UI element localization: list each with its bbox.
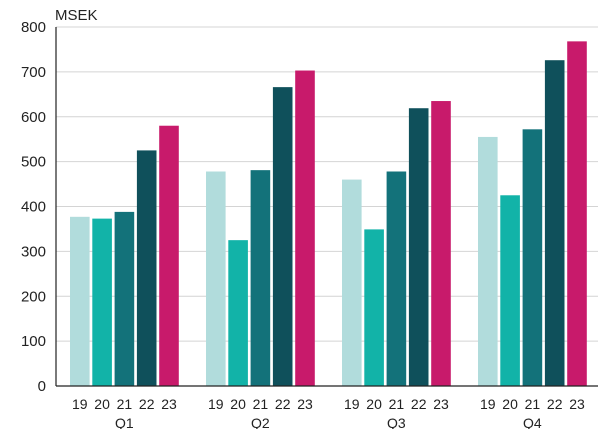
bar-q1-20: [92, 218, 112, 386]
x-tick-quarter-label: Q4: [523, 415, 542, 429]
bar-q2-20: [228, 240, 248, 386]
x-tick-year-label: 23: [297, 396, 313, 412]
x-tick-year-label: 23: [161, 396, 177, 412]
x-tick-year-label: 22: [139, 396, 155, 412]
bar-q4-19: [478, 136, 498, 386]
x-tick-quarter-label: Q1: [115, 415, 134, 429]
y-axis-ticks: 0 100 200 300 400 500 600 700 800: [21, 19, 46, 395]
x-tick-year-label: 19: [208, 396, 224, 412]
bars: [70, 41, 587, 387]
x-tick-year-label: 19: [480, 396, 496, 412]
bar-q2-19: [206, 171, 226, 386]
x-tick-year-label: 21: [389, 396, 405, 412]
bar-q1-21: [114, 211, 135, 386]
x-tick-year-label: 23: [433, 396, 449, 412]
bar-q3-20: [364, 229, 384, 386]
y-tick-label: 200: [21, 288, 46, 305]
x-tick-year-label: 20: [94, 396, 110, 412]
bar-q4-22: [544, 60, 565, 387]
x-tick-year-label: 22: [411, 396, 427, 412]
bar-q4-21: [522, 129, 543, 386]
y-tick-label: 0: [38, 378, 46, 395]
x-tick-year-label: 19: [72, 396, 88, 412]
bar-q2-23: [295, 70, 315, 386]
x-tick-year-label: 20: [502, 396, 518, 412]
y-tick-label: 400: [21, 199, 46, 216]
bar-q1-19: [70, 216, 90, 386]
bar-q3-23: [431, 101, 451, 386]
bar-q3-22: [408, 108, 429, 386]
bar-q2-22: [272, 87, 293, 386]
y-tick-label: 100: [21, 333, 46, 350]
bar-q4-23: [567, 41, 587, 387]
x-tick-quarter-label: Q2: [251, 415, 270, 429]
bar-q3-21: [386, 171, 407, 386]
x-tick-quarter-label: Q3: [387, 415, 406, 429]
x-tick-year-label: 19: [344, 396, 360, 412]
y-tick-label: 600: [21, 109, 46, 126]
bar-q1-22: [136, 150, 157, 386]
y-tick-label: 800: [21, 19, 46, 36]
x-tick-year-label: 23: [569, 396, 585, 412]
bar-q2-21: [250, 170, 271, 386]
bar-q1-23: [159, 125, 179, 386]
y-tick-label: 700: [21, 64, 46, 81]
x-axis-labels: 19 20 21 22 23 Q1 19 20 21 22 23 Q2 19 20 21 22 23 Q3 19 20…: [72, 396, 585, 429]
x-tick-year-label: 21: [525, 396, 541, 412]
x-tick-year-label: 20: [366, 396, 382, 412]
x-tick-year-label: 20: [230, 396, 246, 412]
bar-q3-19: [342, 179, 362, 386]
x-tick-year-label: 21: [253, 396, 269, 412]
y-tick-label: 500: [21, 154, 46, 171]
x-tick-year-label: 22: [275, 396, 291, 412]
y-tick-label: 300: [21, 243, 46, 260]
x-tick-year-label: 22: [547, 396, 563, 412]
bar-q4-20: [500, 195, 520, 386]
x-tick-year-label: 21: [117, 396, 133, 412]
y-axis-unit-label: MSEK: [55, 7, 98, 24]
